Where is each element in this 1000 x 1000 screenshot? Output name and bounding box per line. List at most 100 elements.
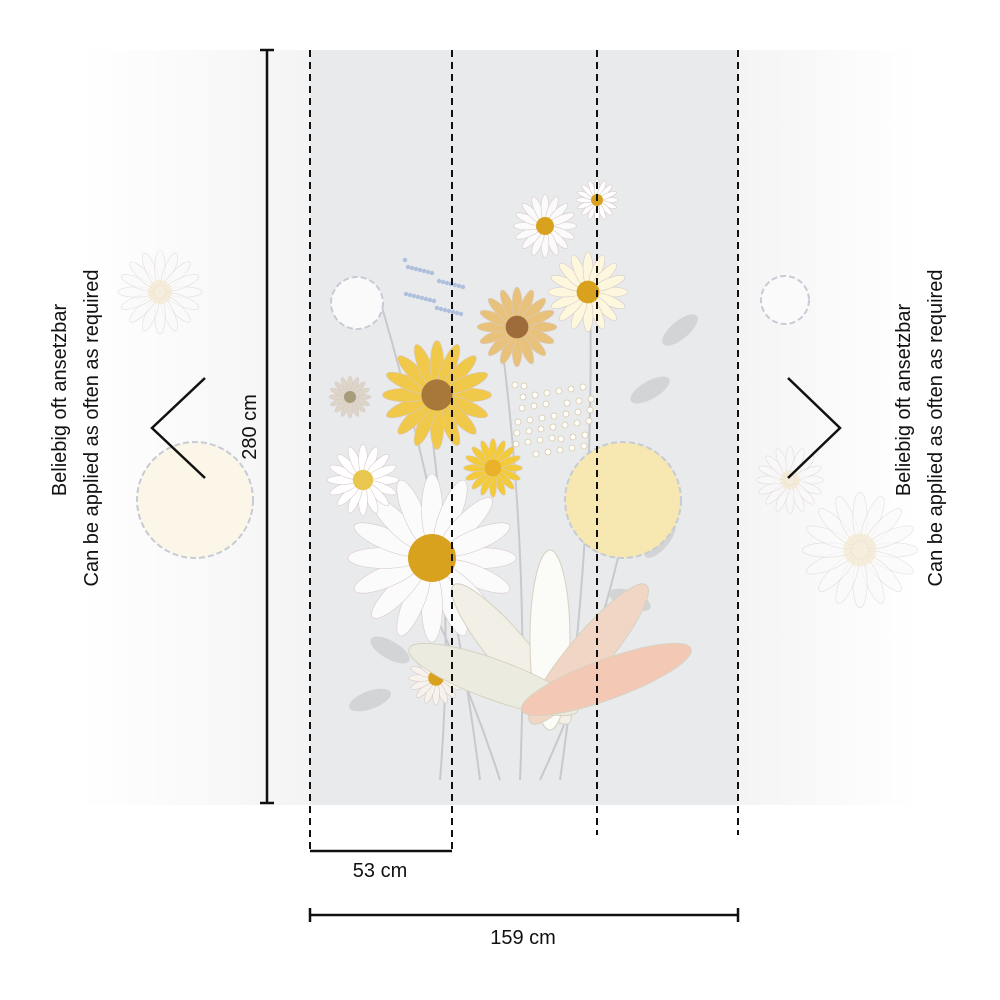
flower-part	[519, 393, 527, 401]
flower-part	[431, 298, 437, 304]
flower-part	[520, 382, 528, 390]
flower-part	[484, 459, 502, 477]
flower-part	[526, 416, 534, 424]
flower-part	[563, 399, 571, 407]
flower-part	[585, 417, 593, 425]
flower-part	[411, 293, 417, 299]
flower-part	[587, 395, 595, 403]
flower-part	[344, 391, 356, 403]
flower-part	[561, 421, 569, 429]
flower-part	[370, 636, 410, 664]
flower-part	[440, 279, 446, 285]
flower-part	[438, 306, 444, 312]
flower-part	[499, 329, 524, 781]
flower-part	[403, 291, 409, 297]
flower-part	[586, 406, 594, 414]
flower-part	[568, 444, 576, 452]
flower-part	[446, 308, 452, 314]
flower-part	[512, 440, 520, 448]
flower-part	[419, 295, 425, 301]
flower-part	[505, 315, 529, 339]
flower-part	[136, 441, 254, 559]
flower-part	[436, 278, 442, 284]
height-label: 280 cm	[239, 394, 261, 460]
flower-part	[575, 397, 583, 405]
flower-part	[415, 294, 421, 300]
flower-part	[548, 434, 556, 442]
flower-part	[409, 265, 415, 271]
flower-part	[427, 297, 433, 303]
flower-part	[780, 470, 800, 490]
flower-part	[518, 404, 526, 412]
flower-part	[576, 280, 600, 304]
flower-part	[581, 431, 589, 439]
left-note-line2: Can be applied as often as required	[81, 270, 103, 587]
flower-part	[573, 419, 581, 427]
flower-part	[567, 385, 575, 393]
flower-part	[405, 264, 411, 270]
right-note-line2: Can be applied as often as required	[925, 270, 947, 587]
flower-part	[330, 276, 384, 330]
flower-part	[557, 435, 565, 443]
flower-part	[421, 268, 427, 274]
faded-right-panel	[738, 50, 918, 805]
flower-part	[555, 387, 563, 395]
panel-width-label: 53 cm	[353, 860, 407, 882]
flower-part	[662, 314, 698, 346]
flower-part	[148, 280, 172, 304]
flower-part	[538, 414, 546, 422]
flower-part	[429, 270, 435, 276]
flower-part	[402, 257, 408, 263]
flower-part	[349, 688, 391, 712]
flower-part	[417, 267, 423, 273]
flower-part	[843, 533, 877, 567]
flower-part	[537, 425, 545, 433]
flower-part	[456, 283, 462, 289]
flower-part	[511, 381, 519, 389]
flower-part	[454, 310, 460, 316]
flower-part	[413, 266, 419, 272]
flower-part	[450, 309, 456, 315]
flower-part	[352, 469, 374, 491]
right-note-line1: Beliebig oft ansetzbar	[893, 303, 915, 496]
flower-part	[532, 450, 540, 458]
flower-part	[425, 269, 431, 275]
flower-part	[407, 292, 413, 298]
flower-part	[580, 442, 588, 450]
flower-part	[543, 389, 551, 397]
flower-part	[536, 217, 554, 235]
flower-part	[434, 305, 440, 311]
flower-part	[564, 441, 682, 559]
flower-part	[574, 408, 582, 416]
left-arrow	[150, 377, 206, 479]
flower-part	[421, 379, 453, 411]
flower-part	[550, 412, 558, 420]
flower-part	[531, 391, 539, 399]
flower-part	[525, 427, 533, 435]
flower-part	[460, 284, 466, 290]
flower-part	[556, 446, 564, 454]
flower-part	[521, 642, 692, 717]
flower-part	[423, 296, 429, 302]
total-width-label: 159 cm	[490, 927, 556, 949]
flower-part	[530, 402, 538, 410]
height-dimension	[260, 48, 274, 805]
flower-part	[444, 280, 450, 286]
flower-part	[544, 448, 552, 456]
flower-part	[536, 436, 544, 444]
flower-part	[549, 423, 557, 431]
right-arrow	[787, 377, 842, 479]
flower-part	[452, 282, 458, 288]
left-note-line1: Beliebig oft ansetzbar	[49, 303, 71, 496]
flower-part	[542, 400, 550, 408]
flower-part	[442, 307, 448, 313]
flower-part	[514, 418, 522, 426]
flower-part	[760, 275, 810, 325]
flower-part	[458, 311, 464, 317]
faded-left-panel	[80, 50, 310, 805]
total-width-dimension	[308, 908, 740, 922]
flower-part	[579, 383, 587, 391]
flower-part	[562, 410, 570, 418]
flower-part	[630, 376, 670, 404]
